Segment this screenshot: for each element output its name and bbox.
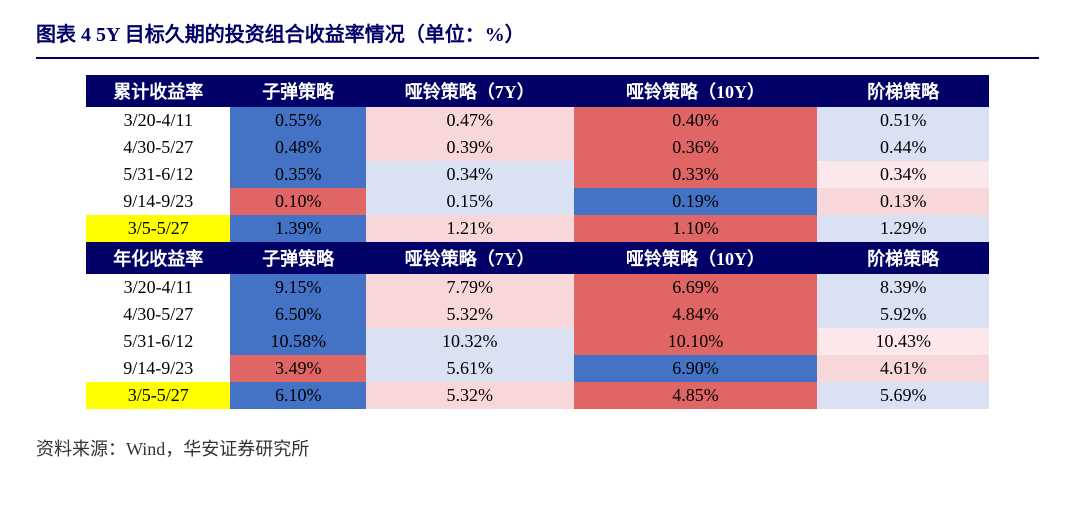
value-cell: 0.35% xyxy=(230,161,365,188)
value-cell: 5.69% xyxy=(817,382,989,409)
row-label: 3/20-4/11 xyxy=(86,107,230,134)
row-label: 5/31-6/12 xyxy=(86,161,230,188)
value-cell: 9.15% xyxy=(230,274,365,301)
value-cell: 0.51% xyxy=(817,107,989,134)
row-label: 4/30-5/27 xyxy=(86,301,230,328)
value-cell: 0.34% xyxy=(366,161,574,188)
value-cell: 6.10% xyxy=(230,382,365,409)
table-header: 年化收益率 xyxy=(86,242,230,274)
table-container: 累计收益率子弹策略哑铃策略（7Y）哑铃策略（10Y）阶梯策略3/20-4/110… xyxy=(36,75,1039,409)
value-cell: 8.39% xyxy=(817,274,989,301)
row-label: 3/5-5/27 xyxy=(86,215,230,242)
value-cell: 0.44% xyxy=(817,134,989,161)
value-cell: 0.48% xyxy=(230,134,365,161)
value-cell: 10.43% xyxy=(817,328,989,355)
value-cell: 0.33% xyxy=(574,161,818,188)
value-cell: 5.92% xyxy=(817,301,989,328)
row-label: 3/5-5/27 xyxy=(86,382,230,409)
table-header: 哑铃策略（7Y） xyxy=(366,75,574,107)
value-cell: 6.50% xyxy=(230,301,365,328)
value-cell: 6.69% xyxy=(574,274,818,301)
table-header: 阶梯策略 xyxy=(817,75,989,107)
row-label: 9/14-9/23 xyxy=(86,355,230,382)
value-cell: 10.32% xyxy=(366,328,574,355)
table-header: 子弹策略 xyxy=(230,242,365,274)
value-cell: 1.10% xyxy=(574,215,818,242)
value-cell: 1.29% xyxy=(817,215,989,242)
value-cell: 0.55% xyxy=(230,107,365,134)
table-header: 哑铃策略（10Y） xyxy=(574,242,818,274)
row-label: 5/31-6/12 xyxy=(86,328,230,355)
value-cell: 4.84% xyxy=(574,301,818,328)
value-cell: 0.47% xyxy=(366,107,574,134)
returns-table: 累计收益率子弹策略哑铃策略（7Y）哑铃策略（10Y）阶梯策略3/20-4/110… xyxy=(86,75,989,409)
value-cell: 5.32% xyxy=(366,382,574,409)
table-header: 累计收益率 xyxy=(86,75,230,107)
value-cell: 1.39% xyxy=(230,215,365,242)
row-label: 9/14-9/23 xyxy=(86,188,230,215)
value-cell: 0.34% xyxy=(817,161,989,188)
row-label: 3/20-4/11 xyxy=(86,274,230,301)
table-header: 子弹策略 xyxy=(230,75,365,107)
value-cell: 10.10% xyxy=(574,328,818,355)
value-cell: 10.58% xyxy=(230,328,365,355)
value-cell: 6.90% xyxy=(574,355,818,382)
value-cell: 0.10% xyxy=(230,188,365,215)
value-cell: 0.36% xyxy=(574,134,818,161)
value-cell: 5.61% xyxy=(366,355,574,382)
table-header: 哑铃策略（7Y） xyxy=(366,242,574,274)
row-label: 4/30-5/27 xyxy=(86,134,230,161)
value-cell: 7.79% xyxy=(366,274,574,301)
value-cell: 4.85% xyxy=(574,382,818,409)
table-header: 阶梯策略 xyxy=(817,242,989,274)
value-cell: 0.19% xyxy=(574,188,818,215)
data-source: 资料来源：Wind，华安证券研究所 xyxy=(36,435,1039,461)
value-cell: 0.39% xyxy=(366,134,574,161)
value-cell: 3.49% xyxy=(230,355,365,382)
value-cell: 1.21% xyxy=(366,215,574,242)
value-cell: 4.61% xyxy=(817,355,989,382)
table-header: 哑铃策略（10Y） xyxy=(574,75,818,107)
value-cell: 5.32% xyxy=(366,301,574,328)
value-cell: 0.13% xyxy=(817,188,989,215)
chart-title: 图表 4 5Y 目标久期的投资组合收益率情况（单位：%） xyxy=(36,18,1039,59)
value-cell: 0.40% xyxy=(574,107,818,134)
value-cell: 0.15% xyxy=(366,188,574,215)
